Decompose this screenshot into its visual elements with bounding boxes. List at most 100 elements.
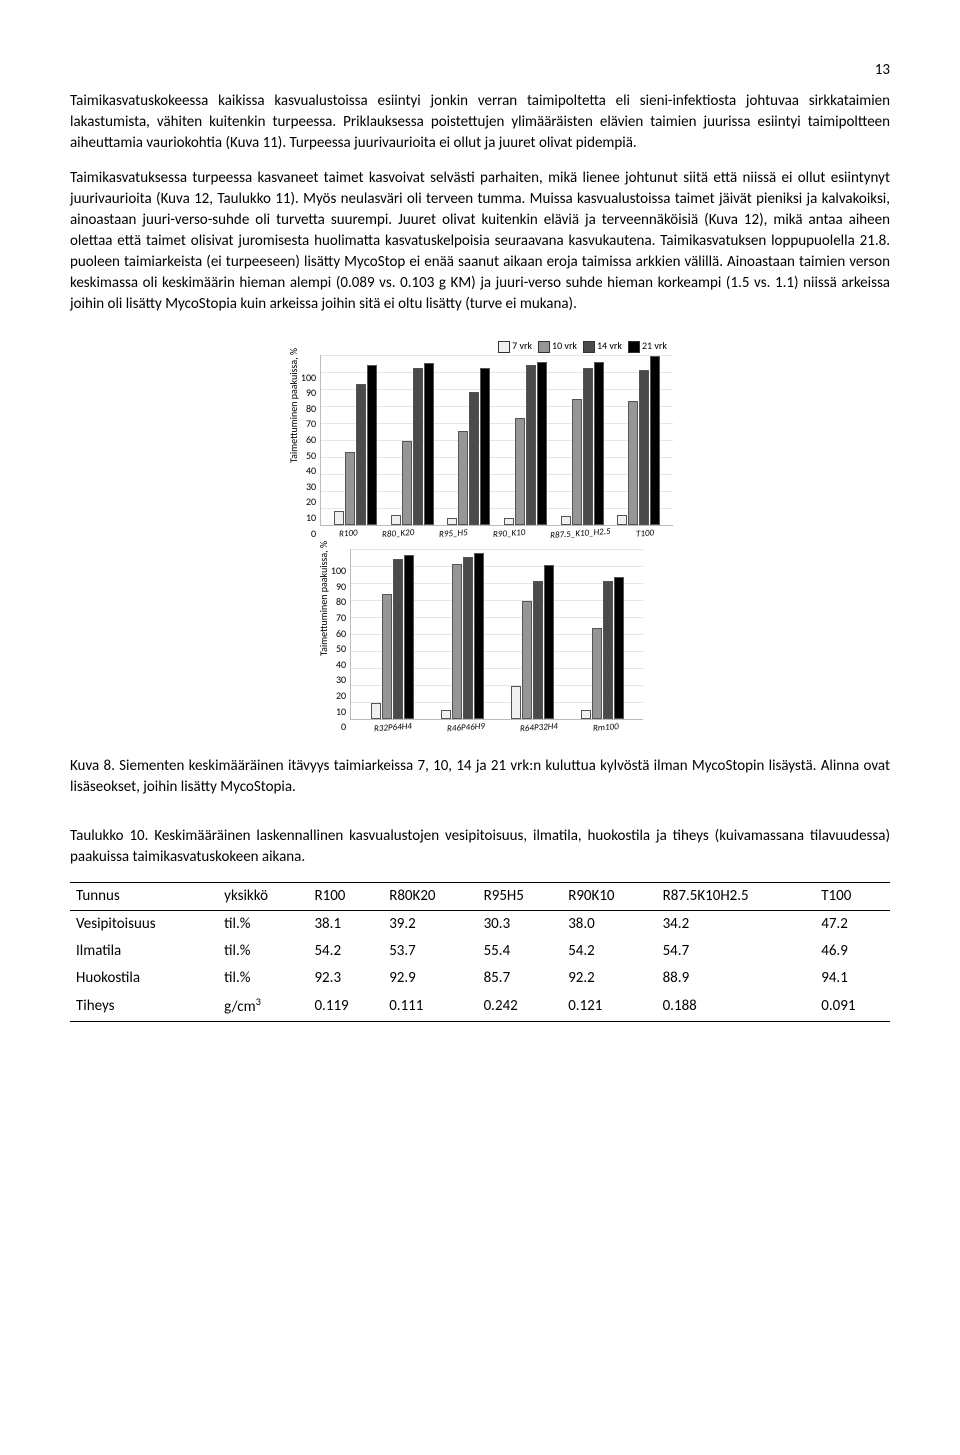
table-row: Ilmatilatil.%54.253.755.454.254.746.9	[70, 938, 890, 965]
x-label: R90_K10	[492, 527, 525, 542]
table-cell: 92.2	[562, 965, 656, 992]
bar-group	[511, 565, 554, 718]
table-cell: 54.7	[657, 938, 816, 965]
table-caption: Taulukko 10. Keskimääräinen laskennallin…	[70, 826, 890, 868]
x-label: T100	[635, 527, 654, 541]
x-label: R80_K20	[382, 527, 415, 542]
y-tick: 100	[331, 564, 346, 578]
y-tick: 40	[301, 464, 316, 478]
bar	[561, 516, 571, 525]
legend-label: 14 vrk	[597, 339, 622, 352]
table-cell: 0.119	[308, 992, 383, 1022]
bar	[474, 553, 484, 718]
x-label: R100	[338, 527, 357, 541]
table-row: Huokostilatil.%92.392.985.792.288.994.1	[70, 965, 890, 992]
bar	[581, 710, 591, 719]
chart-2: Taimettuminen paakuissa, %10090807060504…	[317, 549, 643, 735]
y-tick: 80	[301, 402, 316, 416]
bar	[504, 518, 514, 525]
bar	[650, 356, 660, 525]
bar-group	[391, 363, 434, 525]
bar	[594, 362, 604, 526]
bar	[480, 368, 490, 525]
table-cell: Vesipitoisuus	[70, 911, 218, 939]
bar	[458, 431, 468, 525]
y-tick: 0	[301, 527, 316, 541]
legend-label: 21 vrk	[642, 339, 667, 352]
table-cell: 92.9	[383, 965, 477, 992]
table-cell: 39.2	[383, 911, 477, 939]
table-cell: 53.7	[383, 938, 477, 965]
paragraph-2: Taimikasvatuksessa turpeessa kasvaneet t…	[70, 168, 890, 315]
table-cell: g/cm3	[218, 992, 308, 1022]
chart-legend: 7 vrk 10 vrk 14 vrk 21 vrk	[287, 339, 667, 353]
table-cell: Ilmatila	[70, 938, 218, 965]
table-cell: 88.9	[657, 965, 816, 992]
x-labels: R100R80_K20R95_H5R90_K10R87.5_K10_H2.5T1…	[320, 526, 672, 541]
bar	[617, 515, 627, 526]
y-tick: 20	[301, 495, 316, 509]
table-column-header: yksikkö	[218, 883, 308, 911]
table-column-header: R90K10	[562, 883, 656, 911]
bar	[382, 594, 392, 718]
table-cell: 0.121	[562, 992, 656, 1022]
bar	[603, 581, 613, 719]
table-row: Tiheysg/cm30.1190.1110.2420.1210.1880.09…	[70, 992, 890, 1022]
bar	[533, 581, 543, 719]
y-tick: 60	[331, 627, 346, 641]
bar-group	[334, 365, 377, 525]
bar-group	[581, 577, 624, 718]
bar	[371, 703, 381, 719]
y-tick: 90	[301, 386, 316, 400]
y-tick: 20	[331, 689, 346, 703]
table-cell: til.%	[218, 965, 308, 992]
table-cell: 34.2	[657, 911, 816, 939]
bar	[511, 686, 521, 719]
table-cell: 0.091	[815, 992, 890, 1022]
table-header-row: TunnusyksikköR100R80K20R95H5R90K10R87.5K…	[70, 883, 890, 911]
y-tick: 10	[301, 511, 316, 525]
bar	[413, 368, 423, 525]
bar	[522, 601, 532, 719]
y-tick: 80	[331, 595, 346, 609]
table-cell: 85.7	[478, 965, 563, 992]
table-column-header: R100	[308, 883, 383, 911]
y-tick: 10	[331, 705, 346, 719]
table-cell: 94.1	[815, 965, 890, 992]
legend-label: 10 vrk	[552, 339, 577, 352]
bar	[345, 452, 355, 525]
bar	[391, 515, 401, 526]
charts-region: 7 vrk10 vrk14 vrk21 vrkTaimettuminen paa…	[70, 335, 890, 738]
bar	[463, 557, 473, 719]
bar-group	[617, 356, 660, 525]
y-tick: 0	[331, 720, 346, 734]
bar	[526, 365, 536, 525]
bar	[537, 362, 547, 526]
table-column-header: R80K20	[383, 883, 477, 911]
y-tick: 100	[301, 371, 316, 385]
table-column-header: Tunnus	[70, 883, 218, 911]
plot-area	[350, 549, 643, 720]
y-tick: 30	[301, 480, 316, 494]
y-tick: 60	[301, 433, 316, 447]
x-label: Rm100	[592, 721, 619, 735]
bar	[447, 518, 457, 525]
legend-swatch	[538, 341, 550, 353]
bar-group	[441, 553, 484, 718]
y-tick: 70	[301, 417, 316, 431]
table-cell: til.%	[218, 911, 308, 939]
paragraph-1: Taimikasvatuskokeessa kaikissa kasvualus…	[70, 91, 890, 154]
bar	[639, 370, 649, 525]
bar	[356, 384, 366, 525]
bar	[469, 392, 479, 525]
table-cell: 38.0	[562, 911, 656, 939]
bar	[583, 368, 593, 525]
plot-area	[320, 355, 673, 526]
bar-group	[371, 555, 414, 719]
table-body: Vesipitoisuustil.%38.139.230.338.034.247…	[70, 911, 890, 1022]
legend-swatch	[583, 341, 595, 353]
x-label: R64P32H4	[519, 720, 558, 735]
legend-label: 7 vrk	[512, 339, 532, 352]
bar	[614, 577, 624, 718]
table-row: Vesipitoisuustil.%38.139.230.338.034.247…	[70, 911, 890, 939]
